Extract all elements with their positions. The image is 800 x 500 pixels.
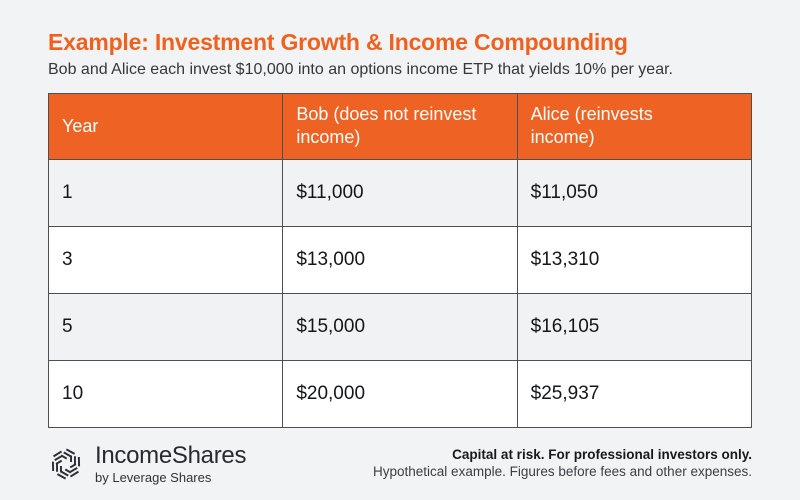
cell-bob-value: $15,000 bbox=[282, 292, 518, 361]
cell-year: 3 bbox=[47, 225, 284, 294]
table-row: 5 $15,000 $16,105 bbox=[47, 292, 753, 361]
column-header-alice-line1: Alice (reinvests bbox=[530, 104, 653, 125]
disclaimer-risk-warning: Capital at risk. For professional invest… bbox=[452, 447, 752, 463]
table-row: 3 $13,000 $13,310 bbox=[47, 225, 753, 294]
column-header-bob: Bob (does not reinvest income) bbox=[282, 92, 518, 160]
column-header-bob-line1: Bob (does not reinvest bbox=[296, 104, 477, 125]
column-header-year: Year bbox=[47, 92, 284, 160]
investment-growth-table: Year Bob (does not reinvest income) Alic… bbox=[47, 92, 753, 428]
cell-bob-value: $20,000 bbox=[282, 359, 518, 428]
brand-text: IncomeShares by Leverage Shares bbox=[95, 441, 247, 485]
page-subtitle: Bob and Alice each invest $10,000 into a… bbox=[48, 60, 673, 78]
cell-year: 10 bbox=[47, 359, 284, 428]
cell-alice-value: $16,105 bbox=[516, 292, 753, 361]
brand-tagline: by Leverage Shares bbox=[95, 469, 212, 485]
incomeshares-logo-icon bbox=[48, 446, 84, 482]
footer: IncomeShares by Leverage Shares Capital … bbox=[48, 441, 752, 485]
cell-bob-value: $11,000 bbox=[282, 158, 518, 227]
disclaimer-block: Capital at risk. For professional invest… bbox=[373, 447, 752, 480]
column-header-alice-line2: income) bbox=[530, 127, 595, 148]
table-header-row: Year Bob (does not reinvest income) Alic… bbox=[47, 92, 753, 160]
brand-lockup: IncomeShares by Leverage Shares bbox=[48, 441, 247, 485]
table-header: Year Bob (does not reinvest income) Alic… bbox=[47, 92, 753, 160]
disclaimer-hypothetical-note: Hypothetical example. Figures before fee… bbox=[373, 463, 752, 479]
column-header-year-line1: Year bbox=[62, 115, 99, 136]
cell-year: 5 bbox=[47, 292, 284, 361]
column-header-alice: Alice (reinvests income) bbox=[516, 92, 753, 160]
table-body: 1 $11,000 $11,050 3 $13,000 $13,310 5 $1… bbox=[47, 158, 753, 428]
table-row: 1 $11,000 $11,050 bbox=[47, 158, 753, 227]
cell-alice-value: $13,310 bbox=[516, 225, 753, 294]
page-title: Example: Investment Growth & Income Comp… bbox=[48, 29, 628, 55]
brand-name: IncomeShares bbox=[95, 441, 247, 469]
cell-bob-value: $13,000 bbox=[282, 225, 518, 294]
cell-alice-value: $11,050 bbox=[516, 158, 753, 227]
cell-alice-value: $25,937 bbox=[516, 359, 753, 428]
table-row: 10 $20,000 $25,937 bbox=[47, 359, 753, 428]
cell-year: 1 bbox=[47, 158, 284, 227]
column-header-bob-line2: income) bbox=[296, 127, 361, 148]
